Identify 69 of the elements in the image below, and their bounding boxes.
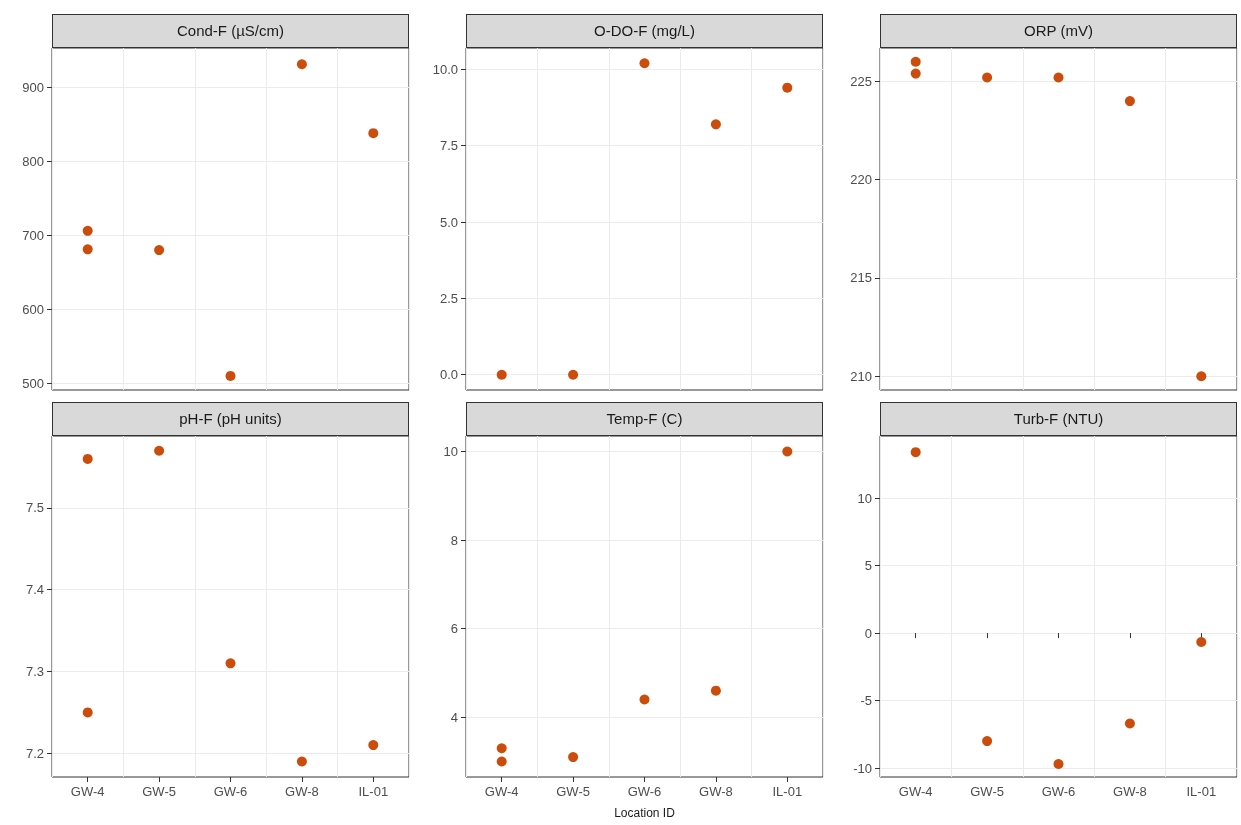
y-tick-label: 220 <box>850 172 872 188</box>
x-tick-label: GW-4 <box>898 784 933 799</box>
point <box>1196 371 1207 382</box>
x-tick-label: GW-5 <box>556 784 590 799</box>
x-tick-label: GW-6 <box>213 784 248 799</box>
x-tick-label: GW-5 <box>142 784 176 799</box>
point <box>782 82 793 93</box>
y-tick-label: 7.5 <box>439 138 458 154</box>
y-tick-label: -10 <box>853 760 872 776</box>
y-tick-label: 10 <box>443 444 458 459</box>
y-tick-label: 225 <box>850 73 872 89</box>
y-tick-label: 7.3 <box>25 664 44 680</box>
x-tick-label: IL-01 <box>1186 784 1217 799</box>
chart-title: Turb-F (NTU) <box>880 402 1237 436</box>
y-tick-label: 600 <box>22 301 44 317</box>
x-tick-label: IL-01 <box>772 784 803 799</box>
point <box>1124 96 1135 107</box>
y-tick-label: 7.2 <box>25 745 44 761</box>
y-tick-label: 2.5 <box>439 290 458 306</box>
point <box>982 72 993 83</box>
chart-title: O-DO-F (mg/L) <box>466 14 823 48</box>
y-tick-label: 6 <box>450 621 458 637</box>
x-tick-label: GW-8 <box>699 784 733 799</box>
point <box>1053 759 1064 770</box>
x-tick-label: GW-5 <box>970 784 1004 799</box>
x-tick-label: IL-01 <box>358 784 389 799</box>
y-tick-label: 900 <box>22 79 44 95</box>
y-tick-label: 7.4 <box>25 582 44 598</box>
y-tick-label: -5 <box>860 693 872 709</box>
point <box>910 68 921 79</box>
y-tick-label: 8 <box>450 532 458 548</box>
point <box>368 128 379 139</box>
y-tick-label: 210 <box>850 368 872 384</box>
x-axis-title: Location ID <box>614 806 676 820</box>
point <box>1196 637 1207 647</box>
point <box>1124 718 1135 729</box>
point <box>910 447 921 458</box>
y-tick-label: 4 <box>450 709 458 725</box>
y-tick-label: 700 <box>22 227 44 243</box>
x-tick-label: GW-4 <box>484 784 519 799</box>
x-tick-label: GW-6 <box>627 784 662 799</box>
y-tick-label: 10.0 <box>432 61 458 77</box>
x-tick-label: GW-6 <box>1041 784 1076 799</box>
point <box>639 58 650 69</box>
x-tick-label: GW-4 <box>70 784 105 799</box>
y-tick-label: 5 <box>864 558 872 574</box>
y-tick-label: 5.0 <box>439 214 458 230</box>
x-tick-label: GW-8 <box>285 784 319 799</box>
point <box>496 369 507 380</box>
point <box>1053 72 1064 83</box>
point <box>296 59 307 70</box>
y-tick-label: 0.0 <box>439 367 458 383</box>
point <box>568 369 579 380</box>
y-tick-label: 500 <box>22 375 44 391</box>
chart-title: pH-F (pH units) <box>52 402 409 436</box>
x-tick-label: GW-8 <box>1113 784 1147 799</box>
point <box>225 370 236 381</box>
point <box>710 119 721 130</box>
chart-title: ORP (mV) <box>880 14 1237 48</box>
y-tick-label: 10 <box>857 490 872 506</box>
chart-title: Cond-F (µS/cm) <box>52 14 409 48</box>
point <box>82 244 93 255</box>
y-tick-label: 0 <box>864 625 872 641</box>
point <box>982 736 993 747</box>
y-tick-label: 7.5 <box>25 500 44 516</box>
y-tick-label: 800 <box>22 153 44 169</box>
point <box>154 245 165 256</box>
chart-title: Temp-F (C) <box>466 402 823 436</box>
y-tick-label: 215 <box>850 270 872 286</box>
